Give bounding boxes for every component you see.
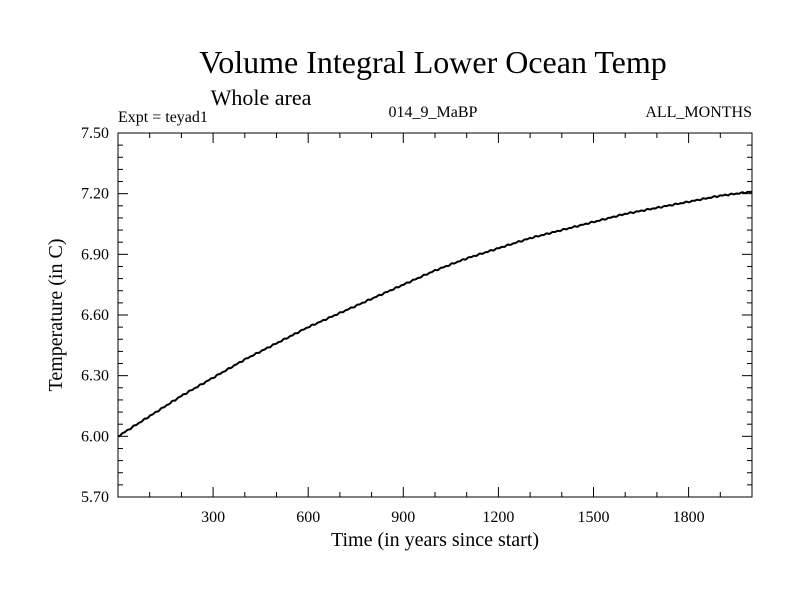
series-layer xyxy=(117,190,753,438)
experiment-label: Expt = teyad1 xyxy=(118,109,208,126)
y-axis-tick-labels: 5.70 6.00 6.30 6.60 6.90 7.20 7.50 xyxy=(81,125,109,506)
y-axis-label: Temperature (in C) xyxy=(45,239,67,392)
x-axis-label: Time (in years since start) xyxy=(331,529,539,551)
x-tick-label: 300 xyxy=(201,509,225,526)
chart-title: Volume Integral Lower Ocean Temp xyxy=(199,44,667,80)
x-tick-label: 900 xyxy=(391,509,415,526)
x-axis-tick-labels: 300 600 900 1200 1500 1800 xyxy=(201,509,704,526)
period-label: 014_9_MaBP xyxy=(389,104,478,121)
x-tick-label: 1200 xyxy=(482,509,514,526)
y-tick-label: 7.50 xyxy=(81,125,109,142)
x-axis-ticks xyxy=(149,133,721,497)
months-label: ALL_MONTHS xyxy=(645,104,752,121)
y-tick-label: 6.60 xyxy=(81,307,109,324)
x-tick-label: 1500 xyxy=(578,509,610,526)
y-tick-label: 5.70 xyxy=(81,489,109,506)
series-line xyxy=(117,190,753,438)
chart-subtitle: Whole area xyxy=(211,85,312,110)
plot-frame xyxy=(117,132,753,498)
x-tick-label: 600 xyxy=(296,509,320,526)
y-axis-ticks xyxy=(118,132,752,498)
x-tick-label: 1800 xyxy=(673,509,705,526)
y-tick-label: 7.20 xyxy=(81,186,109,203)
y-tick-label: 6.90 xyxy=(81,246,109,263)
y-tick-label: 6.30 xyxy=(81,368,109,385)
y-tick-label: 6.00 xyxy=(81,428,109,445)
